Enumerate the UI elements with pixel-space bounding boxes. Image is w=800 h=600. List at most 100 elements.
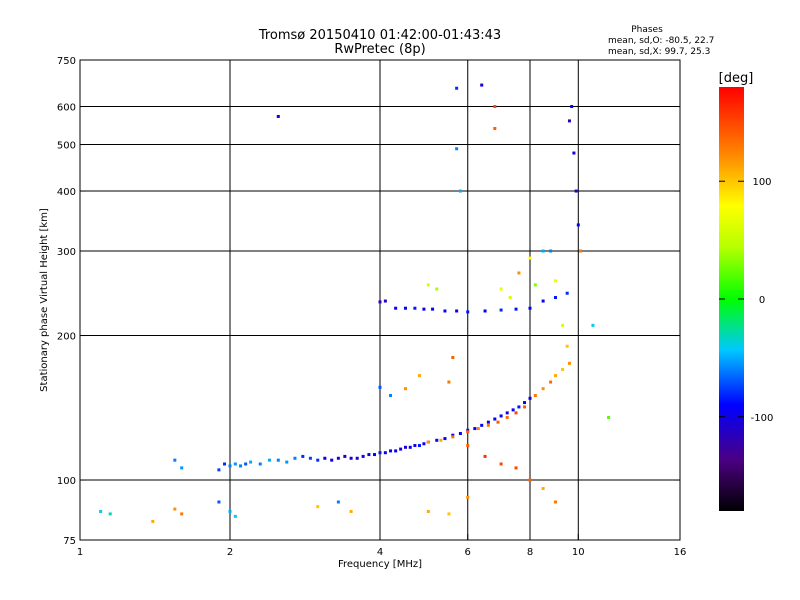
data-point xyxy=(496,420,500,424)
data-point xyxy=(394,449,398,453)
y-tick-label: 75 xyxy=(63,536,76,547)
x-tick-label: 4 xyxy=(377,547,383,558)
colorbar-tick-label: 0 xyxy=(759,295,765,306)
data-point xyxy=(508,296,512,300)
y-axis-ticks: 75 100 200 300 400 500 600 750 xyxy=(57,56,680,547)
data-point xyxy=(399,447,403,451)
data-point xyxy=(549,380,553,384)
data-point xyxy=(378,300,382,304)
data-point xyxy=(233,514,237,518)
data-point xyxy=(426,440,430,444)
data-point xyxy=(435,287,439,291)
data-point xyxy=(217,500,221,504)
data-point xyxy=(574,189,578,193)
data-point xyxy=(276,458,280,462)
data-point xyxy=(533,283,537,287)
data-point xyxy=(435,438,439,442)
x-tick-label: 16 xyxy=(674,547,687,558)
data-point xyxy=(443,437,447,441)
data-point xyxy=(493,105,497,109)
data-point xyxy=(403,445,407,449)
data-point xyxy=(343,454,347,458)
data-point xyxy=(447,512,451,516)
data-point xyxy=(523,405,527,409)
data-point xyxy=(523,401,527,405)
chart-title: Tromsø 20150410 01:42:00-01:43:43 xyxy=(258,28,501,43)
colorbar-ticks: 100 0 -100 xyxy=(719,177,773,424)
data-point xyxy=(394,306,398,310)
data-point xyxy=(528,478,532,482)
data-point xyxy=(447,380,451,384)
colorbar-tick-label: -100 xyxy=(751,413,774,424)
data-point xyxy=(483,309,487,313)
data-point xyxy=(285,460,289,464)
data-point xyxy=(378,385,382,389)
data-point xyxy=(505,411,509,415)
data-point xyxy=(572,151,576,155)
data-point xyxy=(514,466,518,470)
data-point xyxy=(553,296,557,300)
data-point xyxy=(361,454,365,458)
data-point xyxy=(570,105,574,109)
data-point xyxy=(403,306,407,310)
data-point xyxy=(578,249,582,253)
x-tick-label: 8 xyxy=(527,547,533,558)
data-point xyxy=(514,411,518,415)
data-point xyxy=(422,307,426,311)
data-point xyxy=(553,500,557,504)
data-point xyxy=(349,456,353,460)
chart-subtitle: RwPretec (8p) xyxy=(334,42,425,57)
data-point xyxy=(541,299,545,303)
data-point xyxy=(451,435,455,439)
data-point xyxy=(541,487,545,491)
data-point xyxy=(383,299,387,303)
stats-title: Phases xyxy=(631,25,663,35)
data-point xyxy=(499,287,503,291)
y-tick-label: 400 xyxy=(57,187,76,198)
data-point xyxy=(349,509,353,513)
data-point xyxy=(486,423,490,427)
data-point xyxy=(533,394,537,398)
data-point xyxy=(576,223,580,227)
data-point xyxy=(528,306,532,310)
data-point xyxy=(493,126,497,130)
data-point xyxy=(316,505,320,509)
data-point xyxy=(108,512,112,516)
data-point xyxy=(431,307,435,311)
data-point xyxy=(476,427,480,431)
data-point xyxy=(553,374,557,378)
data-point xyxy=(499,462,503,466)
x-tick-label: 1 xyxy=(77,547,83,558)
data-point xyxy=(514,307,518,311)
data-point xyxy=(173,458,177,462)
data-point xyxy=(403,387,407,391)
data-point xyxy=(466,430,470,434)
data-point xyxy=(180,512,184,516)
data-point xyxy=(591,323,595,327)
data-point xyxy=(151,519,155,523)
data-points xyxy=(99,83,611,523)
data-point xyxy=(293,456,297,460)
data-point xyxy=(483,454,487,458)
data-point xyxy=(528,396,532,400)
data-point xyxy=(233,462,237,466)
data-point xyxy=(466,310,470,314)
y-tick-label: 600 xyxy=(57,103,76,114)
data-point xyxy=(244,462,248,466)
data-point xyxy=(426,509,430,513)
x-tick-label: 2 xyxy=(227,547,233,558)
data-point xyxy=(413,306,417,310)
data-point xyxy=(389,394,393,398)
data-point xyxy=(301,454,305,458)
data-point xyxy=(561,367,565,371)
data-point xyxy=(565,291,569,295)
data-point xyxy=(480,83,484,87)
data-point xyxy=(408,445,412,449)
data-point xyxy=(267,458,271,462)
data-point xyxy=(607,415,611,419)
data-point xyxy=(373,453,377,457)
data-point xyxy=(466,495,470,499)
data-point xyxy=(249,460,253,464)
data-point xyxy=(541,387,545,391)
